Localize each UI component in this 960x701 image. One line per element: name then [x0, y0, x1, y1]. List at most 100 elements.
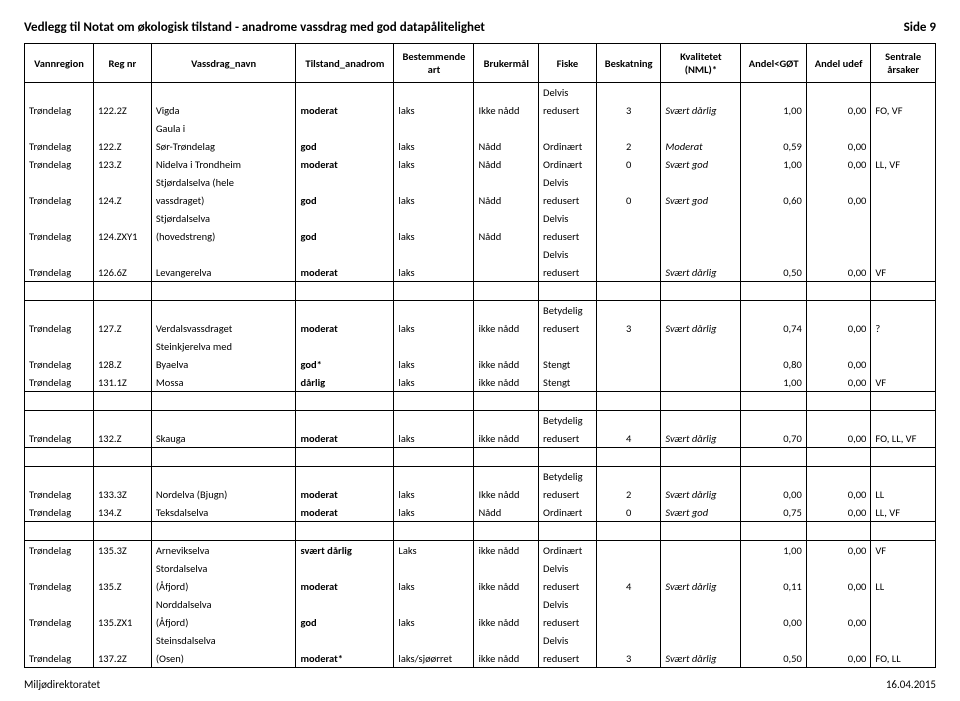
section-gap: [25, 282, 936, 301]
table-cell: [806, 282, 871, 301]
table-cell: LL, VF: [871, 503, 936, 522]
table-cell: 1,00: [741, 101, 806, 119]
table-cell: [394, 522, 474, 541]
table-cell: [806, 83, 871, 102]
table-cell: [806, 392, 871, 411]
table-cell: [539, 522, 597, 541]
table-cell: [741, 83, 806, 102]
table-cell: dårlig: [296, 373, 394, 392]
col-regnr: Reg nr: [93, 44, 151, 83]
data-table: Vannregion Reg nr Vassdrag_navn Tilstand…: [24, 43, 936, 668]
table-cell: 0,00: [741, 485, 806, 503]
table-cell: [596, 355, 661, 373]
table-cell: 1,00: [741, 155, 806, 173]
table-cell: 0,00: [806, 541, 871, 560]
table-cell: LL: [871, 485, 936, 503]
table-cell: Trøndelag: [25, 373, 94, 392]
footer-left: Miljødirektoratet: [24, 678, 100, 691]
table-cell: 3: [596, 101, 661, 119]
table-cell: [151, 301, 296, 320]
table-cell: Svært god: [661, 155, 741, 173]
table-cell: 0,11: [741, 577, 806, 595]
col-kvalitet: Kvalitetet (NML)*: [661, 44, 741, 83]
table-cell: [806, 595, 871, 613]
table-cell: redusert: [539, 101, 597, 119]
table-cell: Svært dårlig: [661, 263, 741, 282]
table-row: Delvis: [25, 83, 936, 102]
table-cell: Trøndelag: [25, 541, 94, 560]
table-cell: [296, 119, 394, 137]
table-cell: moderat: [296, 101, 394, 119]
table-cell: 0,00: [806, 485, 871, 503]
table-cell: [474, 631, 539, 649]
table-cell: 1,00: [741, 541, 806, 560]
table-cell: [474, 559, 539, 577]
section-gap: [25, 522, 936, 541]
table-cell: [871, 559, 936, 577]
table-cell: [93, 119, 151, 137]
table-cell: 124.Z: [93, 191, 151, 209]
table-cell: Byaelva: [151, 355, 296, 373]
table-cell: Svært dårlig: [661, 101, 741, 119]
table-cell: [871, 83, 936, 102]
table-row: Trøndelag135.Z(Åfjord)moderatlaksikke nå…: [25, 577, 936, 595]
table-cell: [93, 448, 151, 467]
table-cell: [871, 227, 936, 245]
table-cell: [474, 301, 539, 320]
table-cell: [741, 448, 806, 467]
table-cell: laks: [394, 613, 474, 631]
table-cell: Trøndelag: [25, 227, 94, 245]
table-cell: [871, 137, 936, 155]
table-cell: [661, 245, 741, 263]
table-cell: [474, 263, 539, 282]
table-cell: Svært dårlig: [661, 649, 741, 668]
col-arsaker: Sentrale årsaker: [871, 44, 936, 83]
table-cell: [661, 522, 741, 541]
table-cell: 2: [596, 485, 661, 503]
table-cell: [296, 301, 394, 320]
table-cell: [661, 173, 741, 191]
table-cell: 0,50: [741, 649, 806, 668]
table-cell: (Åfjord): [151, 613, 296, 631]
table-cell: [661, 282, 741, 301]
table-row: Delvis: [25, 245, 936, 263]
table-cell: [474, 522, 539, 541]
table-cell: redusert: [539, 613, 597, 631]
table-cell: laks: [394, 155, 474, 173]
table-cell: [596, 245, 661, 263]
table-cell: [25, 411, 94, 430]
table-cell: [474, 119, 539, 137]
table-cell: [871, 119, 936, 137]
table-cell: Delvis: [539, 595, 597, 613]
table-cell: [661, 373, 741, 392]
table-cell: Stjørdalselva: [151, 209, 296, 227]
table-cell: [661, 467, 741, 486]
table-cell: [596, 467, 661, 486]
table-cell: [806, 337, 871, 355]
col-tilstand: Tilstand_anadrom: [296, 44, 394, 83]
table-cell: moderat: [296, 503, 394, 522]
table-cell: redusert: [539, 319, 597, 337]
table-cell: moderat: [296, 319, 394, 337]
table-cell: 0,70: [741, 429, 806, 448]
table-cell: [25, 595, 94, 613]
table-cell: 0,00: [806, 191, 871, 209]
col-vannregion: Vannregion: [25, 44, 94, 83]
table-cell: [806, 301, 871, 320]
table-row: Trøndelag124.ZXY1(hovedstreng)godlaksNåd…: [25, 227, 936, 245]
table-row: Trøndelag135.ZX1(Åfjord)godlaksikke nådd…: [25, 613, 936, 631]
table-cell: [474, 411, 539, 430]
table-cell: 0,00: [806, 355, 871, 373]
table-cell: 4: [596, 577, 661, 595]
table-cell: [474, 83, 539, 102]
table-cell: [661, 448, 741, 467]
table-cell: moderat: [296, 263, 394, 282]
table-cell: [661, 411, 741, 430]
table-cell: [93, 467, 151, 486]
table-cell: [394, 411, 474, 430]
table-cell: [394, 337, 474, 355]
table-cell: [25, 119, 94, 137]
table-cell: Delvis: [539, 83, 597, 102]
table-row: Trøndelag131.1ZMossadårliglaksikke nåddS…: [25, 373, 936, 392]
table-cell: redusert: [539, 485, 597, 503]
